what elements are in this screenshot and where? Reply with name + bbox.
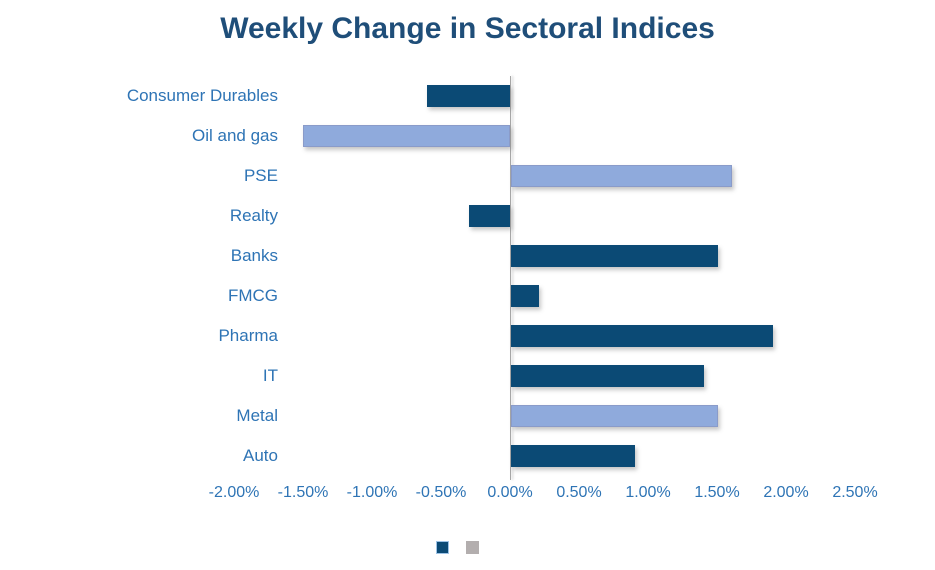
category-label: Oil and gas [192, 126, 278, 145]
x-tick-label: -1.00% [346, 484, 398, 501]
bar-pharma [511, 325, 774, 347]
bar-metal [511, 405, 718, 427]
bar-pse [511, 165, 732, 187]
bar-realty [468, 205, 510, 227]
legend-swatch [436, 541, 449, 554]
category-label: IT [262, 366, 278, 385]
chart-title: Weekly Change in Sectoral Indices [220, 12, 715, 45]
bar-it [511, 365, 705, 387]
category-label: Auto [243, 446, 278, 465]
bar-auto [511, 445, 636, 467]
bar-banks [511, 245, 718, 267]
category-label: PSE [243, 166, 278, 185]
category-label: Realty [229, 206, 278, 225]
x-tick-label: -1.50% [277, 484, 329, 501]
category-label: Pharma [218, 326, 278, 345]
bar-fmcg [511, 285, 539, 307]
category-label: Banks [230, 246, 278, 265]
x-tick-label: 1.00% [625, 484, 671, 501]
bar-consumer-durables [427, 85, 510, 107]
x-tick-label: -2.00% [208, 484, 260, 501]
x-tick-label: 0.00% [487, 484, 533, 501]
category-label: Metal [236, 406, 278, 425]
category-label: Consumer Durables [126, 86, 278, 105]
x-tick-label: 2.50% [832, 484, 878, 501]
bar-oil-and-gas [303, 125, 510, 147]
x-tick-label: -0.50% [415, 484, 467, 501]
x-tick-label: 1.50% [694, 484, 740, 501]
zero-axis-line [510, 76, 511, 480]
legend-swatch [466, 541, 479, 554]
x-tick-label: 2.00% [763, 484, 809, 501]
category-label: FMCG [227, 286, 278, 305]
x-tick-label: 0.50% [556, 484, 602, 501]
